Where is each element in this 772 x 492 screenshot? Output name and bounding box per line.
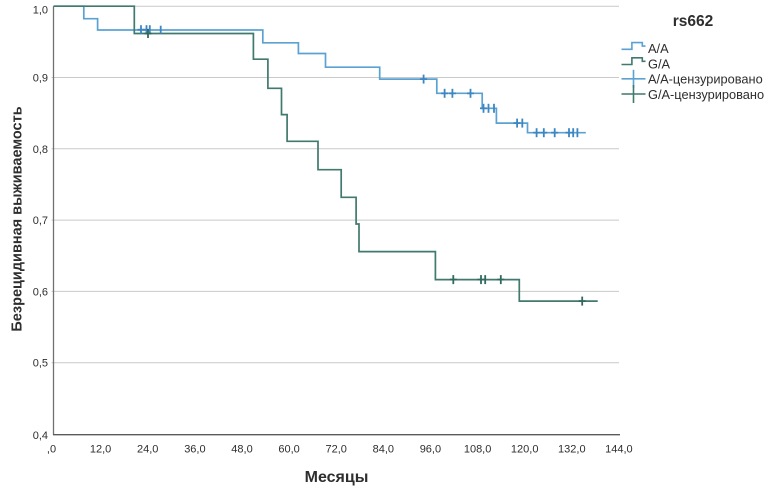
svg-text:36,0: 36,0 [184, 443, 205, 455]
svg-text:G/A-цензурировано: G/A-цензурировано [648, 87, 764, 102]
svg-text:108,0: 108,0 [464, 443, 492, 455]
svg-text:144,0: 144,0 [605, 443, 633, 455]
svg-text:A/A-цензурировано: A/A-цензурировано [648, 72, 763, 87]
svg-text:0,7: 0,7 [33, 215, 48, 227]
svg-text:0,8: 0,8 [33, 144, 48, 156]
svg-text:120,0: 120,0 [511, 443, 539, 455]
svg-text:,0: ,0 [47, 443, 56, 455]
svg-text:0,5: 0,5 [33, 358, 48, 370]
svg-text:84,0: 84,0 [373, 443, 394, 455]
svg-text:rs662: rs662 [673, 13, 714, 30]
svg-text:24,0: 24,0 [137, 443, 158, 455]
svg-text:G/A: G/A [648, 56, 671, 71]
svg-text:Безрецидивная выживаемость: Безрецидивная выживаемость [10, 106, 26, 331]
svg-text:0,9: 0,9 [33, 73, 48, 85]
svg-text:0,6: 0,6 [33, 286, 48, 298]
svg-text:A/A: A/A [648, 41, 669, 56]
svg-text:1,0: 1,0 [33, 4, 48, 16]
svg-text:Месяцы: Месяцы [305, 469, 369, 486]
svg-text:0,4: 0,4 [33, 430, 48, 442]
svg-text:12,0: 12,0 [90, 443, 111, 455]
svg-text:48,0: 48,0 [231, 443, 252, 455]
svg-text:72,0: 72,0 [325, 443, 346, 455]
svg-text:60,0: 60,0 [278, 443, 299, 455]
svg-text:96,0: 96,0 [420, 443, 441, 455]
svg-text:132,0: 132,0 [558, 443, 586, 455]
